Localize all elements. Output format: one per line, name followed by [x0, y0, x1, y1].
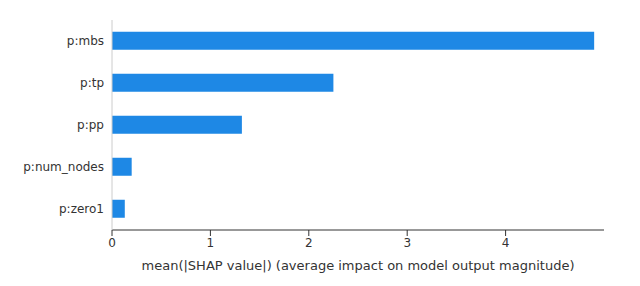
svg-text:p:tp: p:tp	[80, 76, 104, 90]
svg-text:p:zero1: p:zero1	[59, 202, 104, 216]
svg-text:p:num_nodes: p:num_nodes	[23, 160, 104, 174]
svg-text:3: 3	[403, 236, 411, 250]
svg-text:mean(|SHAP value|) (average im: mean(|SHAP value|) (average impact on mo…	[142, 258, 575, 273]
svg-text:p:pp: p:pp	[77, 118, 104, 132]
svg-text:0: 0	[108, 236, 116, 250]
svg-text:2: 2	[305, 236, 313, 250]
svg-text:1: 1	[207, 236, 215, 250]
svg-text:p:mbs: p:mbs	[67, 34, 104, 48]
svg-text:4: 4	[502, 236, 510, 250]
